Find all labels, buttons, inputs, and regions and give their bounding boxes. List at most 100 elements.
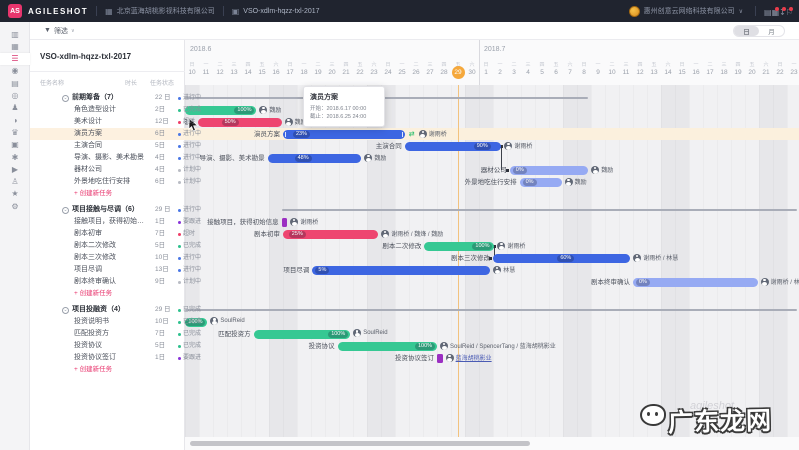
gantt-bar[interactable]: 0% — [509, 165, 589, 175]
day-number[interactable]: 19 — [734, 69, 742, 76]
day-number[interactable]: 8 — [582, 69, 586, 76]
user-org-name[interactable]: 惠州创意云网络科技有限公司 — [643, 8, 735, 15]
sidebar-item-budget[interactable]: ◉ — [0, 65, 30, 77]
task-row[interactable]: 投资协议签订 1日 要跟进 — [30, 352, 201, 364]
gantt-bar[interactable]: 25% — [283, 229, 379, 239]
gantt-bar[interactable]: 90% — [404, 141, 502, 151]
gantt-bar[interactable] — [437, 353, 443, 363]
day-number[interactable]: 16 — [692, 69, 700, 76]
sidebar-item-props[interactable]: ♛ — [0, 126, 30, 138]
task-row[interactable]: 投资协议 5日 已完成 — [30, 340, 201, 352]
day-number[interactable]: 2 — [498, 69, 502, 76]
sidebar-item-favorites[interactable]: ★ — [0, 188, 30, 200]
download-icon[interactable]: ↧ — [779, 7, 786, 17]
day-number[interactable]: 17 — [706, 69, 714, 76]
view-day-button[interactable]: 日 — [734, 26, 759, 36]
link-icon[interactable]: ⇄ — [408, 130, 415, 138]
day-number[interactable]: 7 — [568, 69, 572, 76]
day-number[interactable]: 10 — [608, 69, 616, 76]
task-row[interactable]: 角色造型设计 2日 已完成 — [30, 104, 201, 116]
day-number[interactable]: 12 — [636, 69, 644, 76]
day-number[interactable]: 25 — [398, 69, 406, 76]
day-number[interactable]: 13 — [230, 69, 238, 76]
day-number[interactable]: 26 — [412, 69, 420, 76]
sidebar-item-card[interactable]: ▤ — [0, 77, 30, 89]
gantt-bar[interactable]: 0% — [519, 177, 562, 187]
day-number[interactable]: 10 — [188, 69, 196, 76]
gantt-bar[interactable]: 50% — [197, 117, 282, 127]
filter-button[interactable]: ▼ 筛选 ∨ — [44, 26, 75, 36]
day-number[interactable]: 16 — [272, 69, 280, 76]
day-number[interactable]: 15 — [258, 69, 266, 76]
day-number[interactable]: 27 — [426, 69, 434, 76]
day-number[interactable]: 24 — [384, 69, 392, 76]
day-number[interactable]: 3 — [512, 69, 516, 76]
create-task-button[interactable]: + 创建新任务 — [74, 190, 113, 197]
chevron-down-icon[interactable]: ∨ — [738, 8, 743, 15]
day-number[interactable]: 18 — [300, 69, 308, 76]
gantt-bar[interactable]: 5% — [312, 265, 491, 275]
create-task-button[interactable]: + 创建新任务 — [74, 366, 113, 373]
gantt-bar[interactable]: 0% — [633, 277, 758, 287]
task-group-header[interactable]: ⌄ 项目投融资（4） 29 日 已完成 — [30, 304, 201, 316]
task-row[interactable]: 剧本三次修改 10日 进行中 — [30, 252, 201, 264]
task-row[interactable]: 接触项目，获得初始信... 1日 要跟进 — [30, 216, 201, 228]
day-number[interactable]: 17 — [286, 69, 294, 76]
collapse-icon[interactable]: ⌄ — [62, 306, 69, 314]
task-row[interactable]: 器材公司 4日 计划中 — [30, 164, 201, 176]
task-row[interactable]: 导演、摄影、美术勘景 4日 进行中 — [30, 152, 201, 164]
task-row[interactable]: 项目尽调 13日 进行中 — [30, 264, 201, 276]
gantt-bar[interactable]: 48% — [267, 153, 362, 163]
sidebar-item-projects[interactable]: ▦ — [0, 40, 30, 52]
task-row[interactable]: 主演合同 5日 进行中 — [30, 140, 201, 152]
day-number[interactable]: 21 — [342, 69, 350, 76]
day-number[interactable]: 18 — [720, 69, 728, 76]
collapse-icon[interactable]: ⌄ — [62, 94, 69, 102]
report-icon[interactable]: ▤ — [764, 8, 772, 17]
task-group-header[interactable]: ⌄ 前期筹备（7） 22 日 进行中 — [30, 92, 201, 104]
day-number[interactable]: 14 — [244, 69, 252, 76]
task-row[interactable]: 演员方案 6日 进行中 — [30, 128, 201, 140]
sidebar-item-location[interactable]: ◎ — [0, 90, 30, 102]
gantt-bar[interactable]: 60% — [493, 253, 631, 263]
day-number[interactable]: 13 — [650, 69, 658, 76]
day-number[interactable]: 19 — [314, 69, 322, 76]
sidebar-item-assets[interactable]: ▣ — [0, 139, 30, 151]
resize-handle[interactable] — [401, 131, 403, 137]
day-number[interactable]: 20 — [748, 69, 756, 76]
calendar-icon[interactable]: ▦ — [771, 7, 780, 17]
user-avatar[interactable] — [628, 5, 640, 17]
gantt-canvas[interactable]: 100%魏励美术设计50%魏励演员方案23%⇄谢雨桥主演合同90%谢雨桥导演、摄… — [185, 85, 799, 437]
task-group-header[interactable]: ⌄ 项目接触与尽调（6） 29 日 进行中 — [30, 204, 201, 216]
day-number[interactable]: 15 — [678, 69, 686, 76]
sidebar-item-makeup[interactable]: ✱ — [0, 151, 30, 163]
create-task-button[interactable]: + 创建新任务 — [74, 290, 113, 297]
gantt-bar[interactable] — [281, 217, 288, 227]
task-row[interactable]: 投资说明书 10日 已完成 — [30, 316, 201, 328]
day-number[interactable]: 1 — [484, 69, 488, 76]
day-number[interactable]: 30 — [468, 69, 476, 76]
notifications-icon[interactable]: ⚐ — [785, 7, 793, 17]
sidebar-item-video[interactable]: ▶ — [0, 163, 30, 175]
gantt-bar[interactable]: 100% — [253, 329, 351, 339]
day-number[interactable]: 20 — [328, 69, 336, 76]
day-number[interactable]: 5 — [540, 69, 544, 76]
day-number[interactable]: 4 — [526, 69, 530, 76]
day-number[interactable]: 11 — [202, 69, 210, 76]
sidebar-item-schedule[interactable]: ◑ — [0, 114, 30, 126]
day-number[interactable]: 11 — [622, 69, 630, 76]
day-number[interactable]: 21 — [762, 69, 770, 76]
sidebar-item-dashboard[interactable]: ▥ — [0, 28, 30, 40]
app-logo[interactable]: AS — [8, 4, 22, 18]
gantt-bar[interactable]: 100% — [185, 317, 208, 327]
collapse-icon[interactable]: ⌄ — [62, 206, 69, 214]
day-number[interactable]: 28 — [440, 69, 448, 76]
sidebar-item-settings[interactable]: ⚙ — [0, 200, 30, 212]
resize-handle[interactable] — [285, 131, 286, 137]
gantt-bar[interactable]: 23% — [283, 129, 405, 139]
gantt-bar[interactable]: 100% — [337, 341, 437, 351]
task-row[interactable]: 剧本二次修改 5日 已完成 — [30, 240, 201, 252]
sidebar-item-gantt[interactable]: ☰ — [0, 52, 30, 65]
horizontal-scrollbar[interactable] — [190, 441, 530, 446]
day-number[interactable]: 14 — [664, 69, 672, 76]
